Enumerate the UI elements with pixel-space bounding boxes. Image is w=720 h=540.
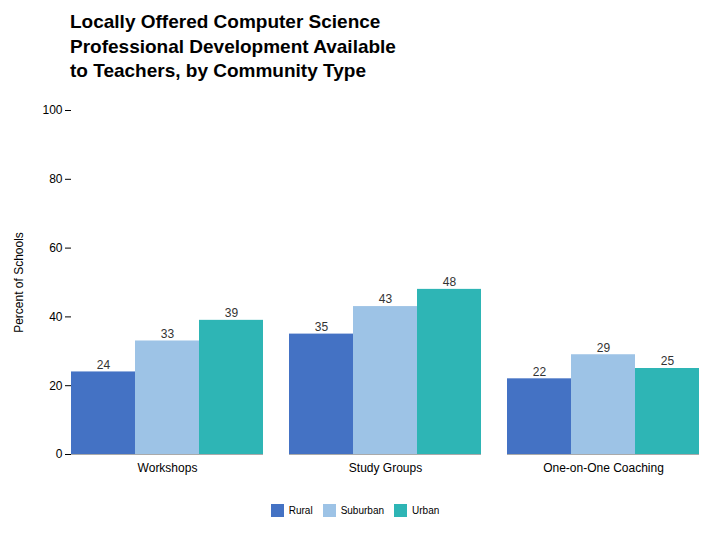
html-text:Professional Development Avail: Professional Development Available xyxy=(70,35,396,57)
svg-text:33: 33 xyxy=(161,327,175,341)
svg-text:29: 29 xyxy=(597,341,611,355)
svg-text:35: 35 xyxy=(315,320,329,334)
html-text:Suburban: Suburban xyxy=(340,505,384,517)
svg-text:24: 24 xyxy=(97,358,111,372)
svg-text:60: 60 xyxy=(49,241,63,255)
svg-text:Workshops: Workshops xyxy=(138,461,198,475)
svg-text:22: 22 xyxy=(533,365,547,379)
svg-text:80: 80 xyxy=(49,172,63,186)
svg-text:0: 0 xyxy=(56,447,63,461)
html-text:Rural: Rural xyxy=(288,505,313,517)
html-text:Locally Offered Computer Scien: Locally Offered Computer Science xyxy=(70,11,381,32)
svg-text:25: 25 xyxy=(661,354,675,368)
svg-text:43: 43 xyxy=(379,292,393,306)
svg-text:One-on-One Coaching: One-on-One Coaching xyxy=(543,461,664,475)
svg-text:39: 39 xyxy=(225,306,239,320)
svg-text:Percent of Schools: Percent of Schools xyxy=(12,232,26,333)
svg-text:20: 20 xyxy=(49,379,63,393)
html-text:Urban: Urban xyxy=(412,505,440,517)
svg-text:40: 40 xyxy=(49,310,63,324)
svg-text:100: 100 xyxy=(42,103,62,117)
svg-text:48: 48 xyxy=(443,275,457,289)
svg-text:Study Groups: Study Groups xyxy=(349,461,422,475)
html-text:to Teachers, by Community Type: to Teachers, by Community Type xyxy=(70,60,366,82)
